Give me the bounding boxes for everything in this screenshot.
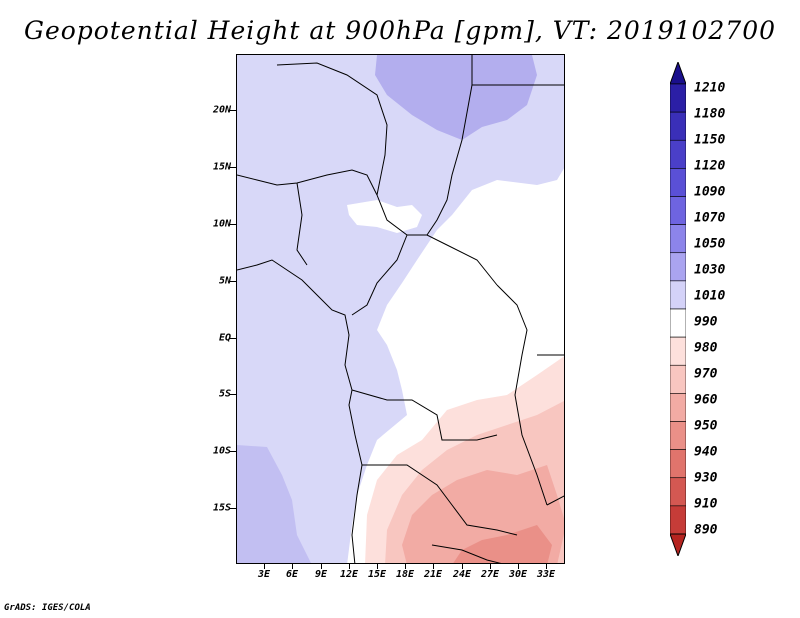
colorbar-cell xyxy=(670,252,686,282)
lon-label-18e: 18E xyxy=(395,569,415,580)
colorbar-cell xyxy=(670,83,686,113)
lat-tick xyxy=(230,281,236,282)
lon-tick xyxy=(405,564,406,569)
lon-label-33e: 33E xyxy=(536,569,556,580)
lon-tick xyxy=(518,564,519,569)
colorbar-label-970: 970 xyxy=(694,366,718,382)
lat-tick xyxy=(230,394,236,395)
lat-label-eq: EQ xyxy=(218,332,231,344)
lat-label-15n: 15N xyxy=(212,161,231,173)
lat-tick xyxy=(230,167,236,168)
fill-ocean-southwest xyxy=(237,445,311,563)
colorbar-cell xyxy=(670,308,686,338)
colorbar-label-910: 910 xyxy=(694,496,718,512)
map-panel xyxy=(236,54,565,564)
colorbar-label-1090: 1090 xyxy=(694,184,726,200)
lat-label-5s: 5S xyxy=(218,388,231,400)
colorbar-label-930: 930 xyxy=(694,470,718,486)
lat-label-15s: 15S xyxy=(212,502,231,514)
colorbar-label-940: 940 xyxy=(694,444,718,460)
colorbar-cell xyxy=(670,336,686,366)
colorbar-bottom-triangle xyxy=(670,533,686,556)
colorbar-label-990: 990 xyxy=(694,314,718,330)
lon-tick xyxy=(462,564,463,569)
lon-tick xyxy=(433,564,434,569)
colorbar-cell xyxy=(670,196,686,225)
colorbar-cell xyxy=(670,224,686,254)
lat-tick xyxy=(230,338,236,339)
lon-tick xyxy=(377,564,378,569)
lon-label-15e: 15E xyxy=(367,569,387,580)
lat-tick xyxy=(230,110,236,111)
colorbar-cell xyxy=(670,393,686,422)
fill-pink-4 xyxy=(453,525,552,563)
colorbar-label-890: 890 xyxy=(694,522,718,538)
colorbar-label-1120: 1120 xyxy=(694,158,726,174)
country-borders xyxy=(237,55,564,563)
colorbar-cell xyxy=(670,280,686,310)
colorbar-cell xyxy=(670,168,686,197)
lat-label-10s: 10S xyxy=(212,445,231,457)
lon-label-24e: 24E xyxy=(452,569,472,580)
lon-label-30e: 30E xyxy=(508,569,528,580)
colorbar-label-960: 960 xyxy=(694,392,718,408)
lon-tick xyxy=(546,564,547,569)
lat-label-5n: 5N xyxy=(218,275,231,287)
colorbar xyxy=(670,62,686,556)
lon-label-6e: 6E xyxy=(285,569,299,580)
lon-tick xyxy=(264,564,265,569)
lat-tick xyxy=(230,224,236,225)
colorbar-label-1030: 1030 xyxy=(694,262,726,278)
lat-label-20n: 20N xyxy=(212,104,231,116)
lon-label-21e: 21E xyxy=(423,569,443,580)
colorbar-cell xyxy=(670,111,686,141)
colorbar-cell xyxy=(670,421,686,450)
colorbar-label-1150: 1150 xyxy=(694,132,726,148)
fill-neutral-blotch xyxy=(347,200,422,233)
colorbar-label-980: 980 xyxy=(694,340,718,356)
colorbar-label-950: 950 xyxy=(694,418,718,434)
colorbar-cells xyxy=(670,83,686,535)
colorbar-label-1010: 1010 xyxy=(694,288,726,304)
colorbar-cell xyxy=(670,364,686,394)
colorbar-label-1180: 1180 xyxy=(694,106,726,122)
colorbar-label-1050: 1050 xyxy=(694,236,726,252)
fill-high-north xyxy=(375,55,537,140)
lon-label-27e: 27E xyxy=(480,569,500,580)
colorbar-cell xyxy=(670,505,686,535)
lat-tick xyxy=(230,451,236,452)
colorbar-cell xyxy=(670,477,686,507)
lon-label-9e: 9E xyxy=(314,569,328,580)
chart-title: Geopotential Height at 900hPa [gpm], VT:… xyxy=(23,16,777,45)
lat-tick xyxy=(230,508,236,509)
colorbar-top-triangle xyxy=(670,62,686,85)
map-canvas xyxy=(237,55,564,563)
lon-tick xyxy=(349,564,350,569)
colorbar-label-1210: 1210 xyxy=(694,80,726,96)
lon-label-3e: 3E xyxy=(257,569,271,580)
lon-tick xyxy=(490,564,491,569)
lat-label-10n: 10N xyxy=(212,218,231,230)
lon-label-12e: 12E xyxy=(339,569,359,580)
grads-credit: GrADS: IGES/COLA xyxy=(4,603,91,613)
colorbar-cell xyxy=(670,449,686,479)
lon-tick xyxy=(321,564,322,569)
lon-tick xyxy=(292,564,293,569)
colorbar-cell xyxy=(670,139,686,169)
colorbar-label-1070: 1070 xyxy=(694,210,726,226)
